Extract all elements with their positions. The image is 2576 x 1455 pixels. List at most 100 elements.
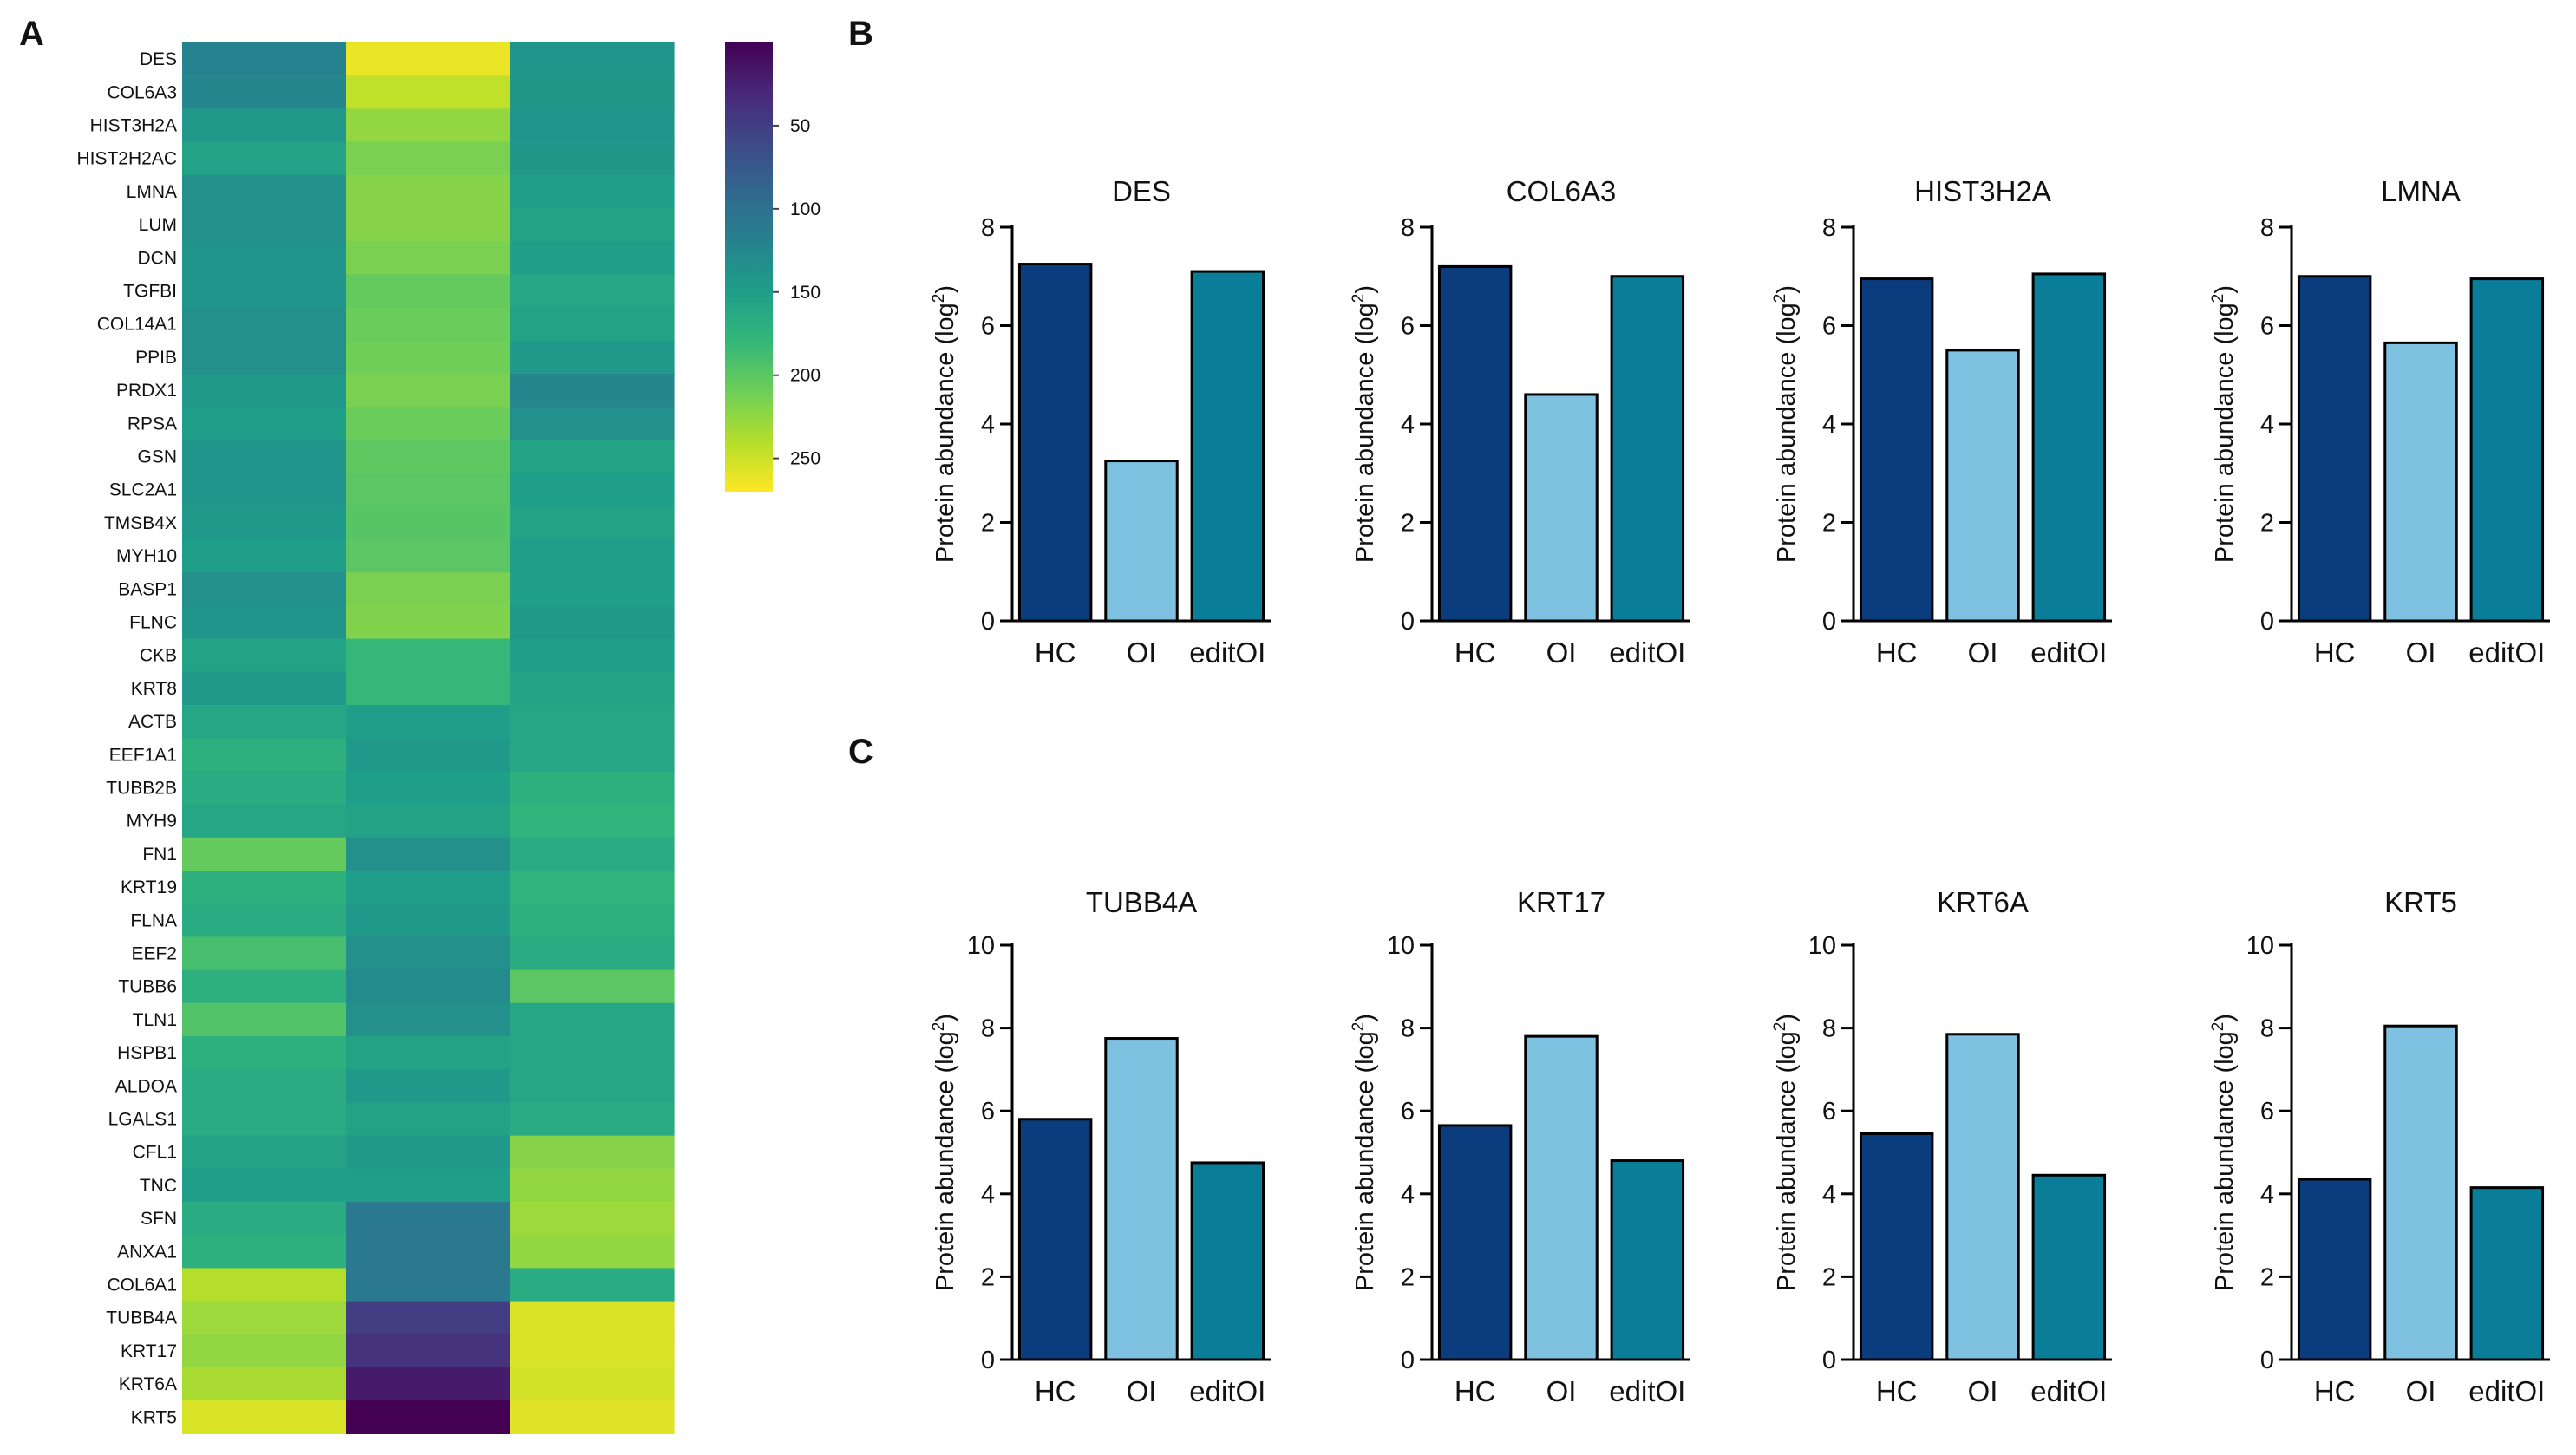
y-tick-label: 4 bbox=[1822, 1181, 1836, 1209]
x-tick-label: editOI bbox=[2030, 636, 2107, 669]
bar-chart-hist3h2a: HIST3H2A HC OI editOI 0 2 4 6 8 Protein abundance… bbox=[1771, 175, 2112, 669]
heatmap-cell-ckb-hc bbox=[182, 638, 347, 673]
y-tick-label: 8 bbox=[1822, 214, 1836, 242]
y-tick-label: 8 bbox=[1401, 214, 1415, 242]
y-tick-label: 4 bbox=[1401, 411, 1415, 439]
bar-hc bbox=[1437, 264, 1513, 623]
heatmap-row-label: COL6A3 bbox=[107, 82, 177, 102]
heatmap-cell-myh10-oi bbox=[346, 539, 511, 573]
x-tick-label: OI bbox=[1968, 1375, 1998, 1407]
y-tick-label: 2 bbox=[981, 510, 995, 538]
y-axis-label-sup: 2 bbox=[1350, 1022, 1368, 1032]
chart-title: TUBB4A bbox=[1086, 886, 1197, 918]
y-axis-label: Protein abundance (log2) bbox=[2209, 1014, 2239, 1291]
colorbar-tick-label: 200 bbox=[790, 366, 821, 386]
heatmap-row-label: TUBB2B bbox=[106, 779, 177, 799]
heatmap-cell-actb-editoi bbox=[510, 705, 675, 739]
heatmap-row-label: TMSB4X bbox=[104, 513, 177, 533]
panel-label-a: A bbox=[19, 15, 44, 53]
heatmap-cell-tubb6-hc bbox=[182, 969, 347, 1004]
y-axis-label-close: ) bbox=[1773, 1014, 1801, 1022]
heatmap-cell-gsn-editoi bbox=[510, 440, 675, 474]
panel-label-c: C bbox=[848, 733, 873, 771]
heatmap-row-label: TUBB6 bbox=[118, 977, 177, 997]
heatmap-cell-slc2a1-oi bbox=[346, 473, 511, 507]
heatmap-row-label: DES bbox=[140, 49, 177, 69]
heatmap-cell-flna-editoi bbox=[510, 904, 675, 937]
heatmap-row-label: TLN1 bbox=[133, 1010, 177, 1030]
heatmap-row-label: LMNA bbox=[127, 182, 177, 202]
heatmap-cell-krt17-editoi bbox=[510, 1334, 675, 1368]
bar-editoi bbox=[1610, 275, 1685, 623]
x-tick-label: OI bbox=[1546, 636, 1577, 669]
heatmap-cell-lmna-hc bbox=[182, 174, 347, 209]
bar-oi bbox=[2383, 1024, 2458, 1361]
y-tick-label: 2 bbox=[1822, 1263, 1836, 1291]
heatmap-cell-eef1a1-hc bbox=[182, 738, 347, 772]
heatmap-cell-aldoa-hc bbox=[182, 1069, 347, 1103]
bar-chart-krt17: KRT17 HC OI editOI 0 2 4 6 8 10 Protein abundance … bbox=[1350, 886, 1690, 1407]
y-axis-label: Protein abundance (log2) bbox=[930, 285, 959, 563]
chart-title: HIST3H2A bbox=[1914, 175, 2051, 207]
x-tick-label: editOI bbox=[1189, 1375, 1265, 1407]
heatmap-cell-col6a1-editoi bbox=[510, 1268, 675, 1302]
heatmap-cell-krt6a-editoi bbox=[510, 1367, 675, 1401]
heatmap-row-label: CFL1 bbox=[133, 1143, 177, 1163]
heatmap-cell-krt5-oi bbox=[346, 1400, 511, 1434]
heatmap-cell-hist3h2a-oi bbox=[346, 108, 511, 143]
y-tick-label: 0 bbox=[1401, 1347, 1415, 1374]
x-tick-label: editOI bbox=[2468, 636, 2545, 669]
bar-oi bbox=[1945, 1033, 2020, 1361]
heatmap-cell-fn1-hc bbox=[182, 837, 347, 871]
x-tick-label: HC bbox=[1876, 636, 1918, 669]
colorbar-tick-label: 150 bbox=[790, 283, 821, 303]
y-axis-label: Protein abundance (log2) bbox=[1771, 285, 1801, 563]
heatmap-cell-tgfbi-oi bbox=[346, 274, 511, 309]
heatmap-cell-des-hc bbox=[182, 42, 347, 76]
heatmap-cell-flna-hc bbox=[182, 904, 347, 937]
heatmap-cell-flna-oi bbox=[346, 904, 511, 937]
bar-chart-tubb4a: TUBB4A HC OI editOI 0 2 4 6 8 10 Protein abundance… bbox=[930, 886, 1271, 1407]
heatmap-cell-sfn-hc bbox=[182, 1202, 347, 1236]
heatmap-cell-des-editoi bbox=[510, 42, 675, 76]
heatmap-cell-anxa1-editoi bbox=[510, 1235, 675, 1269]
heatmap-cell-lum-editoi bbox=[510, 208, 675, 242]
bar-editoi bbox=[2031, 272, 2107, 623]
colorbar-tick-label: 100 bbox=[790, 199, 821, 219]
y-tick-label: 8 bbox=[2260, 214, 2274, 242]
chart-title: DES bbox=[1112, 175, 1171, 207]
heatmap-cell-krt19-hc bbox=[182, 871, 347, 904]
heatmap-row-label: TUBB4A bbox=[106, 1308, 177, 1328]
y-axis-label-sup: 2 bbox=[1771, 294, 1789, 303]
heatmap-cell-krt5-editoi bbox=[510, 1400, 675, 1434]
heatmap-row-label: BASP1 bbox=[118, 579, 177, 599]
y-tick-label: 0 bbox=[981, 1347, 995, 1374]
heatmap-cell-ckb-editoi bbox=[510, 638, 675, 673]
x-tick-label: OI bbox=[1127, 636, 1157, 669]
x-tick-label: OI bbox=[2406, 636, 2436, 669]
heatmap-row-label: EEF2 bbox=[131, 944, 177, 964]
heatmap-cell-aldoa-oi bbox=[346, 1069, 511, 1103]
heatmap-cell-anxa1-hc bbox=[182, 1235, 347, 1269]
y-axis-label-close: ) bbox=[1351, 285, 1379, 294]
heatmap-cell-col6a3-oi bbox=[346, 75, 511, 109]
x-tick-label: OI bbox=[1968, 636, 1998, 669]
y-tick-label: 4 bbox=[981, 411, 995, 439]
heatmap-cell-hist2h2ac-hc bbox=[182, 141, 347, 176]
bar-editoi bbox=[1610, 1159, 1685, 1361]
y-tick-label: 10 bbox=[1808, 932, 1836, 960]
x-tick-label: HC bbox=[1455, 636, 1496, 669]
heatmap-cell-tubb2b-editoi bbox=[510, 771, 675, 806]
y-tick-label: 6 bbox=[1822, 1098, 1836, 1126]
heatmap-panel: DES COL6A3 HIST3H2A HIST2H2AC LMNA LUM DCN TGFB… bbox=[76, 42, 675, 1434]
heatmap-cell-col14a1-editoi bbox=[510, 307, 675, 342]
heatmap-cell-des-oi bbox=[346, 42, 511, 76]
y-axis-label: Protein abundance (log2) bbox=[2209, 285, 2239, 563]
heatmap-row-label: MYH10 bbox=[116, 546, 177, 566]
bar-oi bbox=[1524, 1034, 1599, 1361]
heatmap-cell-sfn-editoi bbox=[510, 1202, 675, 1236]
heatmap-cell-tubb4a-oi bbox=[346, 1301, 511, 1335]
heatmap-cell-krt19-oi bbox=[346, 871, 511, 904]
heatmap-cell-col6a1-hc bbox=[182, 1268, 347, 1302]
heatmap-cell-tln1-hc bbox=[182, 1002, 347, 1037]
